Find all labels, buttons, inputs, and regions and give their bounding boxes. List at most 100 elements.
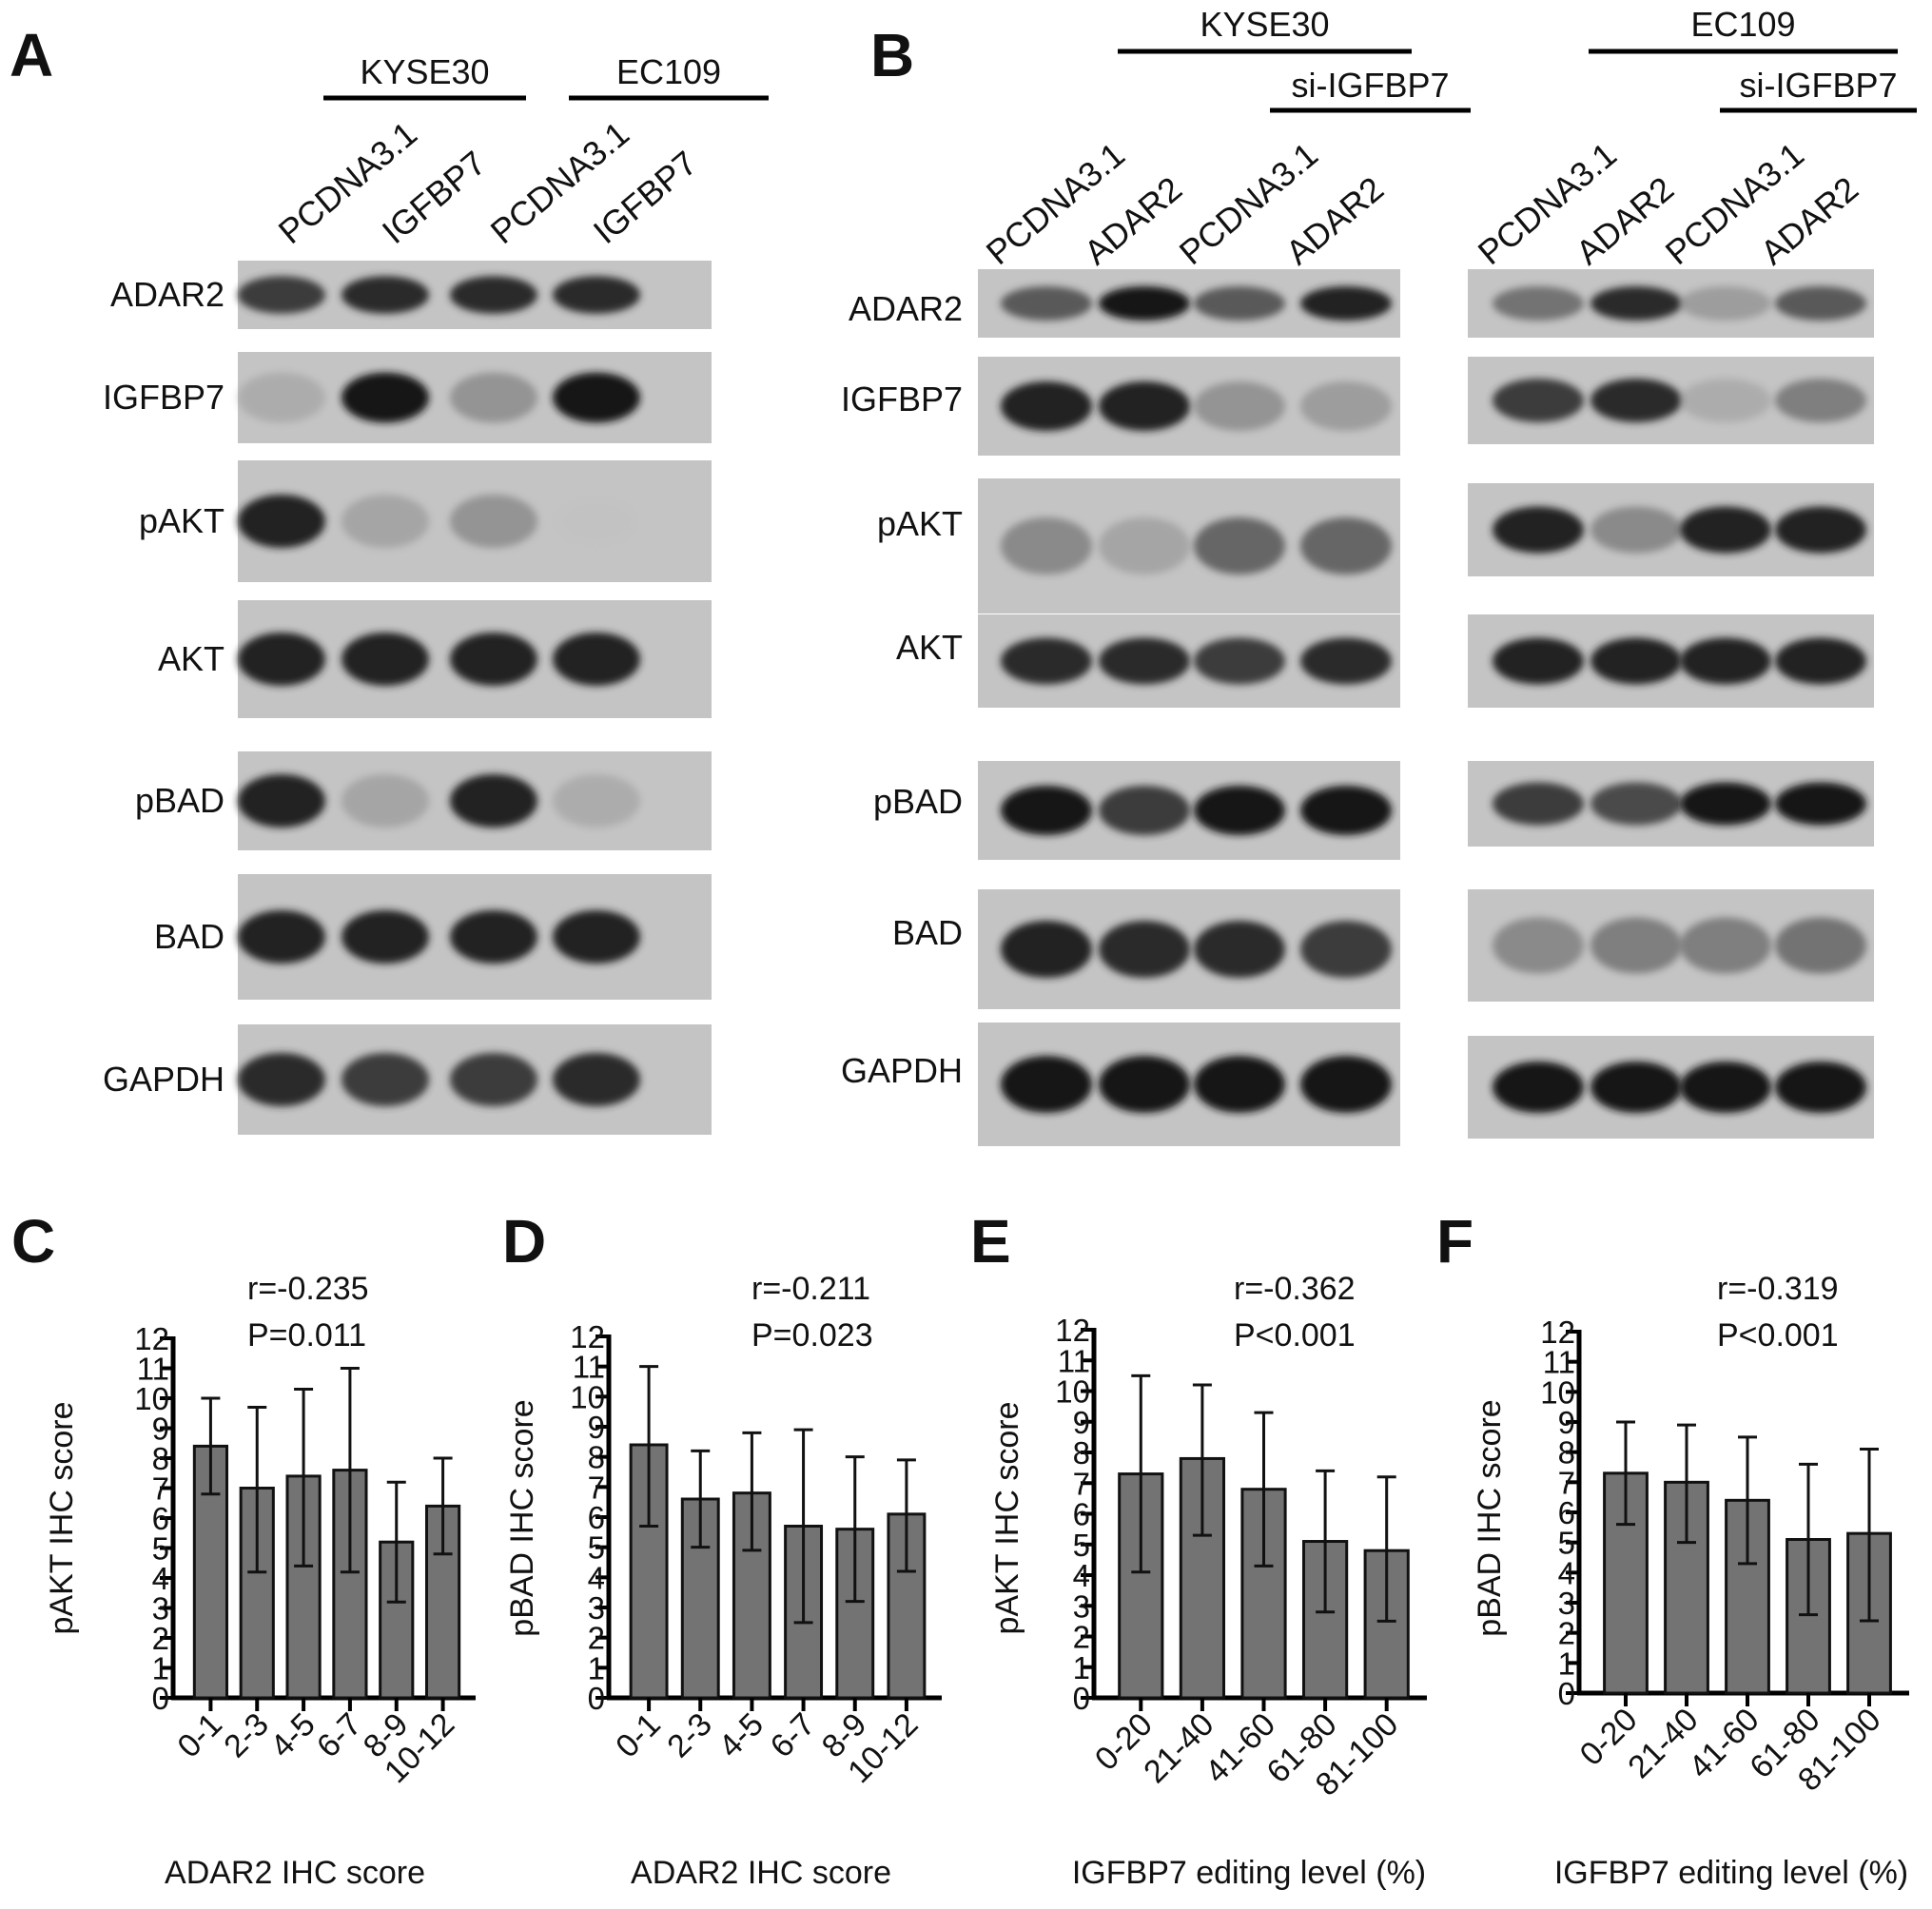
band (1099, 286, 1190, 321)
y-tick-label: 12 (1055, 1313, 1090, 1348)
panel-a-western-blot: A KYSE30 EC109PCDNA3.1IGFBP7PCDNA3.1IGFBP7… (10, 21, 769, 1135)
band (1099, 637, 1190, 685)
row-label: AKT (896, 628, 963, 667)
panel-b-western-blot: B KYSE30si-IGFBP7PCDNA3.1ADAR2PCDNA3.1ADA… (841, 5, 1917, 1146)
y-tick-label: 8 (1558, 1435, 1575, 1471)
band (1493, 379, 1584, 422)
subgroup-label: si-IGFBP7 (1739, 66, 1897, 105)
row-label: pBAD (873, 782, 963, 821)
group-label: KYSE30 (360, 52, 489, 91)
band (1680, 917, 1771, 974)
band (1775, 286, 1866, 321)
band (1099, 786, 1190, 835)
band (1194, 286, 1285, 321)
y-tick-label: 12 (1540, 1315, 1575, 1350)
y-tick-label: 0 (1073, 1681, 1090, 1716)
band (1680, 782, 1771, 826)
panel-e-bar-chart: E01234567891011120-2021-4041-6061-8081-1… (970, 1207, 1427, 1891)
row-label: ADAR2 (849, 289, 963, 328)
band (1590, 286, 1682, 321)
x-tick-label: 21-40 (1137, 1706, 1220, 1790)
band (238, 495, 325, 548)
band (1680, 286, 1771, 321)
x-tick-label: 4-5 (712, 1706, 771, 1765)
band (1194, 786, 1285, 835)
band (1300, 381, 1392, 431)
y-tick-label: 4 (1073, 1558, 1090, 1593)
band (1775, 782, 1866, 826)
panel-c-bar-chart: C01234567891011120-12-34-56-78-910-12r=-… (11, 1207, 476, 1891)
y-tick-label: 7 (588, 1470, 605, 1505)
y-tick-label: 11 (573, 1350, 605, 1385)
band (238, 910, 325, 964)
band (1775, 379, 1866, 422)
band (1590, 1062, 1682, 1113)
band (1775, 506, 1866, 554)
y-tick-label: 9 (152, 1412, 169, 1447)
band (238, 372, 325, 423)
band (1775, 917, 1866, 974)
y-tick-label: 3 (588, 1590, 605, 1626)
row-label: GAPDH (103, 1060, 224, 1099)
band (450, 372, 537, 423)
y-axis-label: pAKT IHC score (989, 1401, 1025, 1634)
panel-letter: C (11, 1207, 55, 1276)
band (1300, 921, 1392, 978)
panel-letter: D (502, 1207, 546, 1276)
y-tick-label: 7 (1558, 1465, 1575, 1500)
band (1590, 637, 1682, 685)
row-label: pAKT (139, 501, 224, 540)
stat-annotation: P<0.001 (1717, 1317, 1839, 1354)
panel-d-bar-chart: D01234567891011120-12-34-56-78-910-12r=-… (502, 1207, 942, 1891)
band (1300, 786, 1392, 835)
y-tick-label: 3 (152, 1591, 169, 1627)
row-label: BAD (154, 917, 224, 956)
band (1590, 782, 1682, 826)
band (1493, 917, 1584, 974)
y-tick-label: 1 (1558, 1646, 1575, 1681)
row-label: ADAR2 (110, 275, 224, 314)
y-tick-label: 1 (1073, 1650, 1090, 1685)
y-tick-label: 2 (152, 1621, 169, 1656)
band (342, 372, 429, 423)
y-tick-label: 9 (1073, 1405, 1090, 1440)
band (450, 495, 537, 548)
stat-annotation: r=-0.211 (751, 1271, 870, 1307)
y-tick-label: 8 (1073, 1435, 1090, 1471)
y-tick-label: 6 (152, 1501, 169, 1536)
panel-letter: F (1436, 1207, 1473, 1276)
group-label: EC109 (616, 52, 721, 91)
y-tick-label: 10 (1540, 1374, 1575, 1410)
band (238, 774, 325, 828)
y-axis-label: pAKT IHC score (44, 1401, 80, 1634)
stat-annotation: P=0.011 (247, 1317, 366, 1354)
y-axis-label: pBAD IHC score (1472, 1399, 1508, 1636)
band (1680, 379, 1771, 422)
x-tick-label: 41-60 (1682, 1702, 1766, 1785)
band (1493, 1062, 1584, 1113)
y-tick-label: 0 (152, 1681, 169, 1716)
y-tick-label: 7 (1073, 1466, 1090, 1501)
stat-annotation: r=-0.235 (247, 1271, 369, 1307)
y-tick-label: 1 (588, 1650, 605, 1685)
stat-annotation: P<0.001 (1234, 1317, 1356, 1354)
band (450, 774, 537, 828)
band (450, 1053, 537, 1106)
band (1001, 517, 1092, 575)
band (1001, 1056, 1092, 1113)
band (1493, 506, 1584, 554)
band (553, 633, 640, 686)
band (553, 372, 640, 423)
band (342, 495, 429, 548)
y-tick-label: 8 (152, 1441, 169, 1476)
band (1001, 921, 1092, 978)
band (1300, 637, 1392, 685)
band (238, 276, 325, 314)
band (1194, 517, 1285, 575)
y-tick-label: 3 (1558, 1586, 1575, 1621)
y-tick-label: 9 (588, 1410, 605, 1445)
band (1001, 637, 1092, 685)
y-tick-label: 11 (1058, 1343, 1090, 1378)
band (238, 633, 325, 686)
band (1001, 381, 1092, 431)
